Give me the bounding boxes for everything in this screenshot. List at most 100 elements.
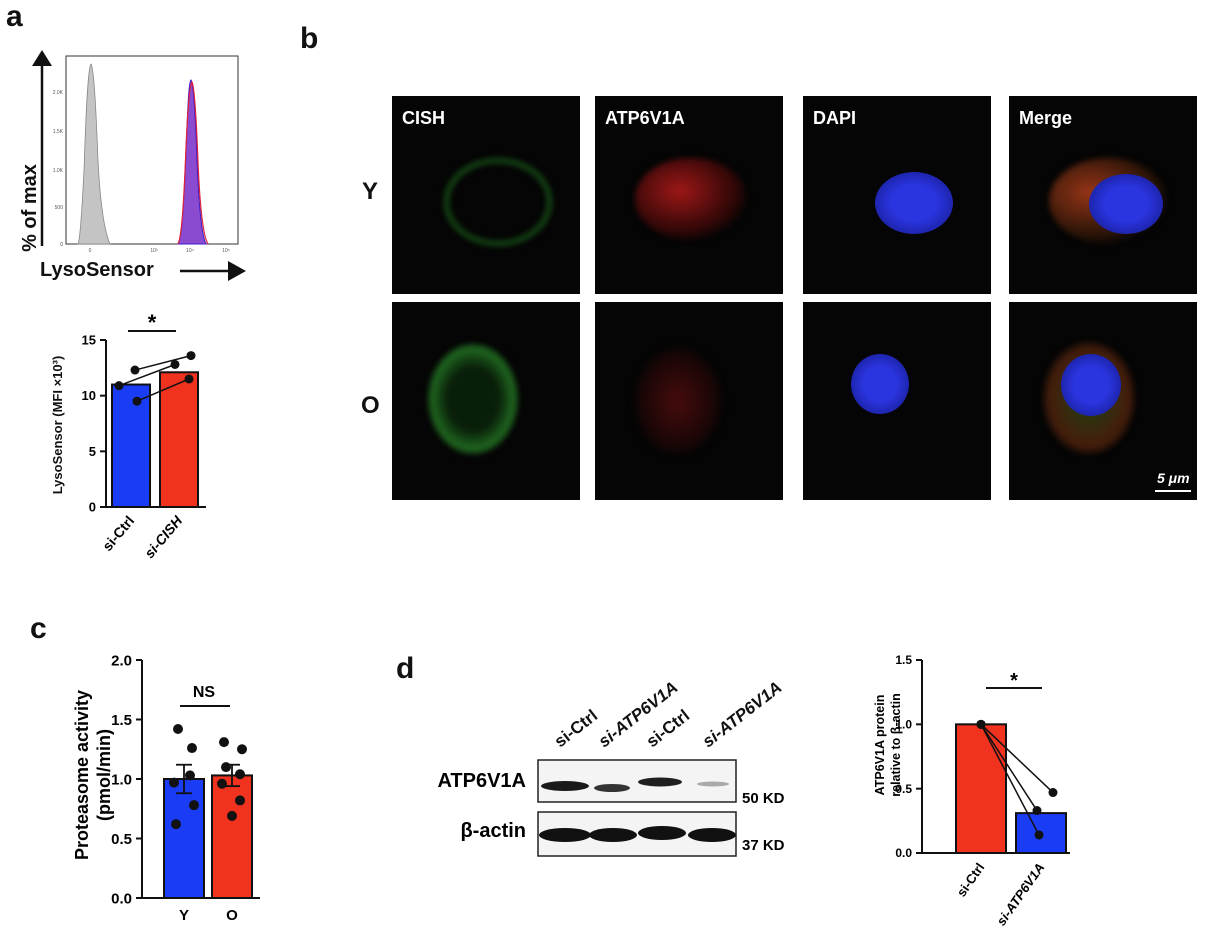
blot-band: [541, 781, 589, 791]
scale-bar: [1155, 490, 1191, 492]
pair-line: [980, 723, 1054, 794]
bar-si-cish: [159, 371, 199, 508]
hist-ytick: 1.5K: [53, 129, 64, 135]
bar-si-ctrl: [955, 723, 1007, 855]
pair-line: [134, 354, 192, 371]
data-point: [227, 810, 237, 821]
data-point: [235, 795, 245, 806]
blot-size-37kd: 37 KD: [742, 837, 785, 854]
data-point: [132, 396, 142, 406]
data-point: [219, 737, 229, 748]
blot-band: [539, 828, 591, 842]
data-point: [1032, 806, 1042, 816]
hist-ytick: 2.0K: [53, 90, 64, 96]
data-point: [173, 724, 183, 735]
microscopy-grid: CISH ATP6V1A DAPI Merge 5 μm: [392, 96, 1197, 500]
data-point: [114, 381, 124, 391]
chart-d-significance: *: [1010, 670, 1018, 692]
y-tick-label: 0.5: [111, 831, 132, 848]
y-tick-label: 1.5: [895, 653, 912, 667]
western-blot: si-Ctrl si-ATP6V1A si-Ctrl si-ATP6V1A AT…: [437, 678, 786, 857]
hist-xtick: 10³: [150, 248, 158, 254]
bar-si-ctrl: [111, 383, 151, 508]
panel-a-bar-chart: LysoSensor (MFI ×10³) * 0 5 10 15 si-Ctrl si-…: [50, 310, 206, 561]
chart-c-ylabel-line1: Proteasome activity: [72, 690, 92, 860]
blot-lane-label: si-ATP6V1A: [699, 678, 786, 752]
hist-xtick: 10⁴: [186, 248, 194, 254]
blot-band: [638, 777, 682, 787]
data-point: [237, 744, 247, 755]
data-point: [186, 351, 196, 361]
data-point: [235, 769, 245, 780]
hist-xtick: 10⁵: [222, 248, 230, 254]
data-point: [185, 770, 195, 781]
chart-c-ylabel-line2: (pmol/min): [94, 729, 114, 821]
panel-a-letter: a: [6, 0, 23, 33]
data-point: [187, 743, 197, 754]
pair-line: [118, 363, 176, 387]
channel-title-atp6v1a: ATP6V1A: [605, 108, 685, 128]
panel-a-histogram: % of max 2.0K 1.5K 1.0K 500 0 0 10³ 10⁴ …: [20, 50, 246, 281]
chart-c-significance: NS: [193, 684, 216, 701]
chart-a-significance: *: [148, 310, 157, 335]
bar-si-atp6v1a: [1015, 812, 1067, 854]
blot-size-50kd: 50 KD: [742, 790, 785, 807]
y-tick-label: 1.0: [111, 771, 132, 788]
data-point: [217, 778, 227, 789]
bar-y: [163, 778, 205, 899]
y-tick-label: 0.5: [895, 782, 912, 796]
x-tick-label: si-ATP6V1A: [993, 860, 1047, 928]
image-old-merge: 5 μm: [1009, 302, 1197, 500]
x-tick-label: Y: [179, 907, 189, 924]
blot-band: [697, 781, 729, 787]
image-young-atp6v1a: ATP6V1A: [595, 96, 783, 294]
blot-band: [688, 828, 736, 842]
histogram-ylabel: % of max: [20, 164, 41, 252]
y-tick-label: 0.0: [111, 890, 132, 907]
chart-a-ylabel: LysoSensor (MFI ×10³): [50, 356, 65, 495]
row-label-young: Y: [362, 178, 379, 205]
data-point: [170, 359, 180, 369]
y-tick-label: 0: [89, 500, 96, 515]
image-old-atp6v1a: [595, 302, 783, 500]
y-tick-label: 1.0: [895, 718, 912, 732]
histogram-control-curve: [77, 63, 111, 245]
panel-d-letter: d: [396, 652, 415, 685]
x-tick-label: si-Ctrl: [99, 513, 137, 554]
y-tick-label: 10: [82, 388, 96, 403]
scale-bar-label: 5 μm: [1157, 470, 1190, 486]
data-point: [189, 800, 199, 811]
image-young-cish: CISH: [392, 96, 580, 294]
blot-row-label-actin: β-actin: [460, 820, 526, 842]
histogram-si-cish-curve: [177, 80, 209, 245]
channel-title-merge: Merge: [1019, 108, 1073, 128]
y-tick-label: 15: [82, 333, 96, 348]
blot-strip-atp6v1a: [537, 759, 737, 803]
hist-ytick: 1.0K: [53, 168, 64, 174]
blot-row-label-atp6v1a: ATP6V1A: [437, 770, 526, 792]
blot-band: [638, 826, 686, 840]
panel-c-letter: c: [30, 612, 47, 645]
row-label-old: O: [361, 392, 380, 419]
image-old-dapi: [803, 302, 991, 500]
blot-band: [589, 828, 637, 842]
data-point: [171, 819, 181, 830]
data-point: [221, 762, 231, 773]
data-point: [169, 777, 179, 788]
data-point: [184, 374, 194, 384]
histogram-xlabel: LysoSensor: [40, 259, 154, 281]
hist-ytick: 0: [60, 242, 63, 248]
blot-lane-label: si-Ctrl: [551, 706, 601, 751]
image-young-merge: Merge: [1009, 96, 1197, 294]
y-tick-label: 5: [89, 444, 96, 459]
panel-c-bar-chart: Proteasome activity (pmol/min) NS 0.0 0.5…: [72, 652, 260, 924]
blot-band: [594, 784, 630, 792]
data-point: [1048, 788, 1058, 798]
y-tick-label: 1.5: [111, 712, 132, 729]
hist-xtick: 0: [89, 248, 92, 254]
image-old-cish: [392, 302, 580, 500]
pair-line: [136, 378, 190, 402]
panel-b-letter: b: [300, 22, 319, 55]
channel-title-dapi: DAPI: [813, 108, 857, 128]
image-young-dapi: DAPI: [803, 96, 991, 294]
